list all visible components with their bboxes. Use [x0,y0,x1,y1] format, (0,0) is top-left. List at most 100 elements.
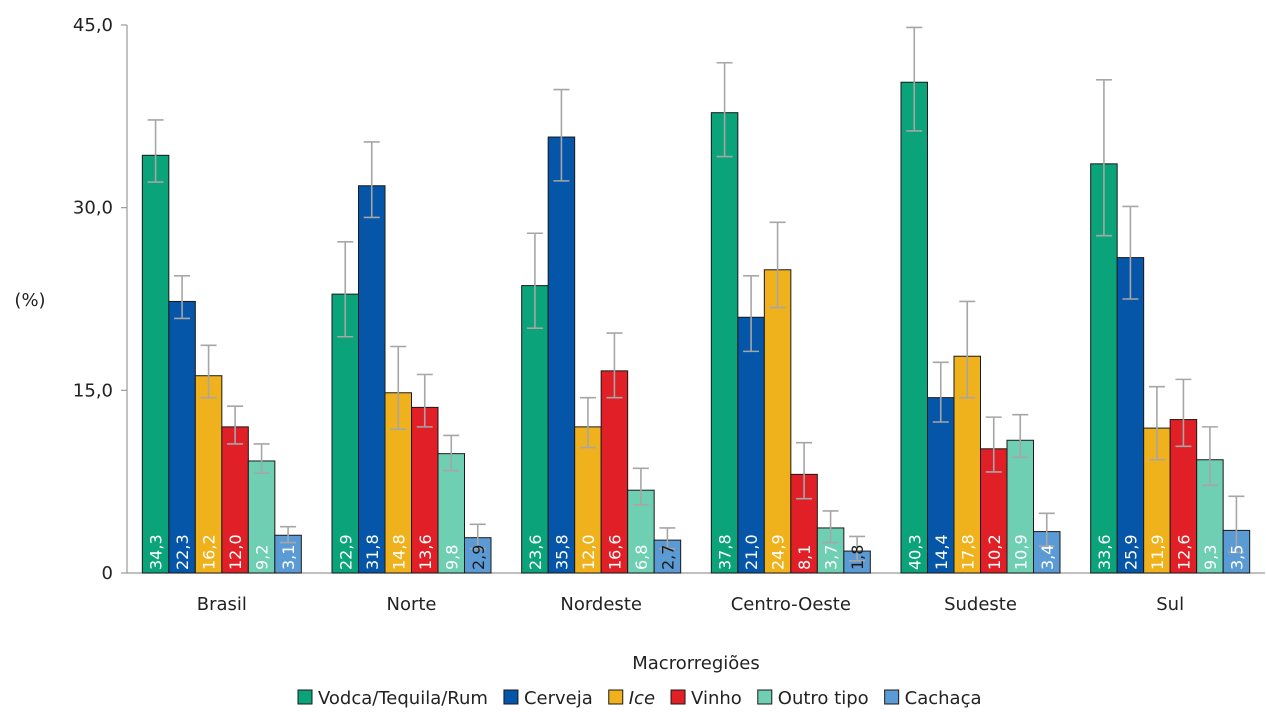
legend-item: Cerveja [503,688,593,709]
error-bar [606,332,623,399]
bar-value-label: 40,3 [905,534,924,570]
bar-value-label: 17,8 [958,534,977,570]
legend-label: Cachaça [905,688,982,709]
legend-label: Ice [629,688,655,709]
bar-value-label: 35,8 [552,534,571,570]
bar-value-label: 3,7 [822,545,841,570]
bar [411,406,439,574]
legend-swatch [297,689,313,705]
bar-group: 34,3 22,3 16,2 12,0 9,2 3,1 [141,119,302,574]
bar [194,375,223,574]
bar [900,81,928,574]
bar-value-label: 12,0 [579,534,598,570]
error-bar [579,396,596,449]
category-label: Centro-Oeste [731,594,851,615]
legend-swatch [608,689,624,705]
bar-group: 33,6 25,9 11,9 12,6 9,3 3,5 [1090,79,1251,574]
error-bar [716,61,733,158]
error-bar [822,510,839,544]
bar [141,154,170,574]
error-bar [906,26,923,132]
bar-group: 40,3 14,4 17,8 10,2 10,9 3,4 [900,26,1061,574]
error-bar [743,275,760,353]
error-bar [932,361,949,423]
y-axis-title: (%) [14,290,45,311]
bar-value-label: 3,1 [279,545,298,570]
bar [953,355,981,574]
y-tick-label: 45,0 [73,15,113,36]
chart-axes [126,25,1265,574]
bar-value-label: 13,6 [416,534,435,570]
bar-value-label: 16,2 [200,534,219,570]
bar [547,136,576,574]
error-bar [416,373,433,428]
bar-value-label: 23,6 [526,534,545,570]
bar-value-label: 9,8 [442,545,461,570]
bar-group: 37,8 21,0 24,9 8,1 3,7 1,8 [710,61,871,574]
bar-value-label: 33,6 [1095,534,1114,570]
bar-value-label: 10,2 [985,534,1004,570]
bar-value-label: 9,3 [1201,545,1220,570]
bar-value-label: 14,8 [389,534,408,570]
error-bar [1175,378,1192,448]
bar-value-label: 16,6 [605,534,624,570]
category-label: Brasil [197,594,247,615]
y-tick-label: 15,0 [73,380,113,401]
error-bar [796,441,813,500]
error-bar [769,221,786,309]
bar [1006,439,1034,574]
bar-value-label: 21,0 [742,534,761,570]
legend-swatch [757,689,773,705]
bar-value-label: 25,9 [1121,534,1140,570]
error-bar [363,141,380,219]
error-bar [200,344,217,399]
error-bar [147,119,164,183]
category-label: Sudeste [944,594,1017,615]
bar-group: 23,6 35,8 12,0 16,6 6,8 2,7 [521,88,682,574]
error-bar [469,523,486,550]
legend-swatch [884,689,900,705]
bar-value-label: 3,4 [1038,545,1057,570]
legend-item: Vodca/Tequila/Rum [297,688,488,709]
error-bar [1122,205,1139,300]
bar-value-label: 9,2 [253,545,272,570]
bar-value-label: 22,3 [173,534,192,570]
error-bar [1095,79,1112,237]
bar-value-label: 11,9 [1148,534,1167,570]
legend-item: Ice [608,688,655,709]
error-bar [390,345,407,431]
bar-value-label: 31,8 [363,534,382,570]
legend-item: Outro tipo [757,688,869,709]
bar-value-label: 10,9 [1011,534,1030,570]
error-bar [1012,413,1029,459]
legend-label: Vinho [691,688,742,709]
error-bar [1148,385,1165,461]
error-bar [849,535,866,562]
legend-item: Vinho [670,688,742,709]
legend-swatch [503,689,519,705]
error-bar [174,275,191,320]
bar-value-label: 12,0 [226,534,245,570]
legend-label: Outro tipo [778,688,869,709]
category-label: Sul [1156,594,1184,615]
error-bar [959,300,976,399]
bar-value-label: 2,7 [658,545,677,570]
error-bar [1201,426,1218,487]
bar-value-label: 1,8 [848,545,867,570]
y-tick-label: 0 [102,563,113,584]
bar [168,300,196,574]
bar-value-label: 37,8 [716,534,735,570]
error-bar [337,240,354,338]
error-bar [227,405,244,445]
bar-value-label: 12,6 [1174,534,1193,570]
bar-value-label: 8,1 [795,545,814,570]
bar-value-label: 6,8 [632,545,651,570]
bar-value-label: 34,3 [147,534,166,570]
error-bar [280,525,297,544]
error-bar [253,443,270,474]
chart-legend: Vodca/Tequila/Rum Cerveja Ice Vinho Outro ti… [297,688,982,709]
category-label: Norte [386,594,436,615]
bar [521,285,549,574]
bar [358,185,386,574]
bar-groups: 34,3 22,3 16,2 12,0 9,2 3,1 22,9 31,8 14,8 13,6 9,… [141,26,1251,574]
